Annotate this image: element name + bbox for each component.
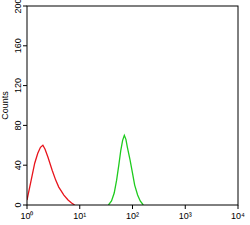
x-tick-label: 10³ — [179, 211, 192, 221]
x-tick-label: 10⁰ — [20, 211, 33, 221]
y-axis-label: Counts — [0, 91, 10, 120]
y-tick — [23, 6, 27, 7]
y-tick — [23, 125, 27, 126]
chart: 10⁰ 10¹ 10² 10³ 10⁴ 0 40 80 120 160 200 Counts — [0, 0, 250, 225]
histogram-line — [108, 135, 143, 205]
x-tick — [79, 205, 80, 209]
frame — [27, 6, 238, 205]
x-tick — [132, 205, 133, 209]
x-tick-label: 10² — [126, 211, 139, 221]
y-tick-label: 80 — [13, 120, 23, 130]
y-tick-label: 40 — [13, 160, 23, 170]
x-tick — [238, 205, 239, 209]
x-tick-label: 10¹ — [73, 211, 86, 221]
y-tick — [23, 45, 27, 46]
plot-area — [27, 135, 143, 205]
x-tick — [27, 205, 28, 209]
x-tick-label: 10⁴ — [231, 211, 245, 221]
y-tick-label: 120 — [13, 78, 23, 93]
y-tick — [23, 165, 27, 166]
y-tick — [23, 205, 27, 206]
y-tick — [23, 85, 27, 86]
y-tick-label: 160 — [13, 38, 23, 53]
y-tick-label: 200 — [13, 0, 23, 14]
histogram-line — [27, 145, 75, 205]
x-tick — [185, 205, 186, 209]
y-tick-label: 0 — [13, 202, 23, 207]
